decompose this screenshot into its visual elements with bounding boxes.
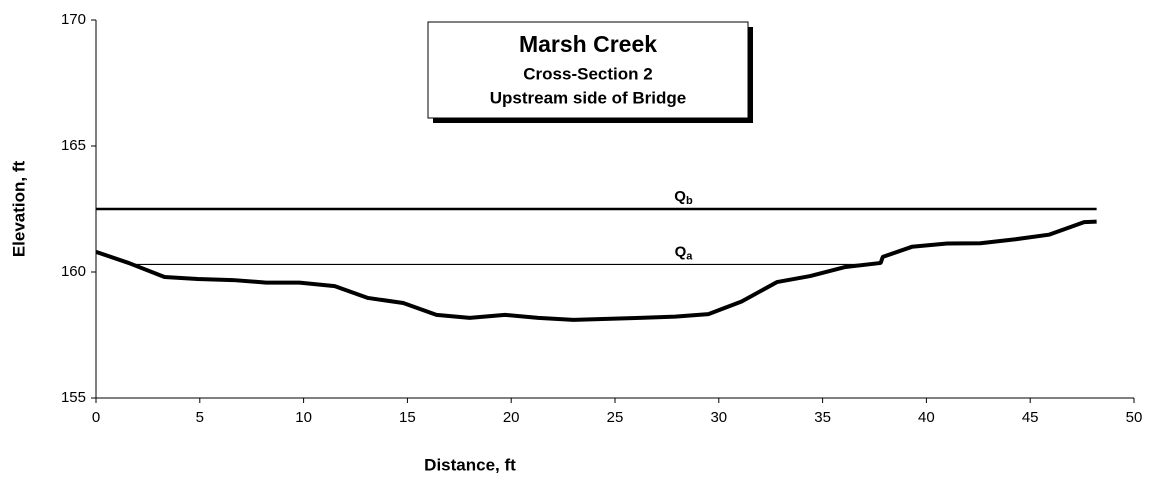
label-sub: a [686, 250, 693, 262]
x-tick-label: 25 [607, 409, 624, 426]
x-axis-label: Distance, ft [424, 455, 516, 474]
y-tick-label: 160 [61, 263, 86, 280]
y-tick-label: 170 [61, 11, 86, 28]
chart-subtitle: Upstream side of Bridge [490, 88, 687, 107]
x-tick-label: 35 [814, 409, 831, 426]
water-level-label: Qb [674, 188, 693, 207]
chart-subtitle: Cross-Section 2 [523, 64, 652, 83]
y-tick-label: 155 [61, 389, 86, 406]
x-tick-label: 40 [918, 409, 935, 426]
y-tick-label: 165 [61, 137, 86, 154]
water-level-label: Qa [675, 243, 694, 262]
label-main: Q [674, 188, 686, 205]
x-tick-label: 10 [295, 409, 312, 426]
chart-title: Marsh Creek [519, 31, 657, 57]
x-tick-label: 15 [399, 409, 416, 426]
label-main: Q [675, 243, 687, 260]
y-axis-label: Elevation, ft [9, 160, 28, 257]
x-tick-label: 5 [196, 409, 204, 426]
title-box [427, 21, 749, 119]
x-tick-label: 45 [1022, 409, 1039, 426]
cross-section-line [95, 219, 1097, 322]
x-tick-label: 50 [1126, 409, 1143, 426]
x-tick-label: 0 [92, 409, 100, 426]
x-tick-label: 30 [710, 409, 727, 426]
x-tick-label: 20 [503, 409, 520, 426]
label-sub: b [686, 195, 693, 207]
